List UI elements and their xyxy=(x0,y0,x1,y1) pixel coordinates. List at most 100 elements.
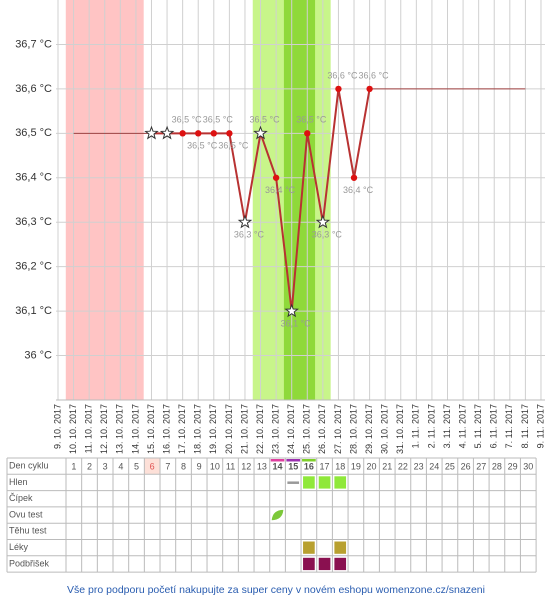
x-tick-label: 31. 10. 2017 xyxy=(395,404,405,454)
value-label: 36,5 °C xyxy=(218,141,249,151)
band xyxy=(283,0,316,400)
cell-mark xyxy=(334,541,347,554)
star-marker xyxy=(253,125,268,140)
dot-marker xyxy=(366,85,373,93)
x-tick-label: 28. 10. 2017 xyxy=(348,404,358,454)
x-tick-label: 12. 10. 2017 xyxy=(99,404,109,454)
dot-marker xyxy=(179,130,186,137)
cell-mark xyxy=(334,557,347,571)
row-label: Čípek xyxy=(9,493,33,503)
row-label: Těhu test xyxy=(9,526,47,536)
y-tick-label: 36,2 °C xyxy=(15,261,52,273)
x-tick-label: 6. 11. 2017 xyxy=(489,404,499,448)
dot-marker xyxy=(335,85,342,93)
star-marker xyxy=(284,303,299,318)
row-label: Léky xyxy=(9,542,29,552)
dot-marker xyxy=(195,130,202,137)
x-tick-label: 25. 10. 2017 xyxy=(302,404,312,454)
day-number: 17 xyxy=(320,462,330,472)
dot-marker xyxy=(210,130,217,137)
day-number: 14 xyxy=(273,462,283,472)
day-number: 24 xyxy=(429,462,439,472)
value-label: 36,6 °C xyxy=(359,70,390,80)
day-highlight xyxy=(144,458,161,475)
y-tick-label: 36,5 °C xyxy=(15,127,52,139)
x-tick-label: 27. 10. 2017 xyxy=(333,404,343,454)
row-label: Hlen xyxy=(9,477,28,487)
day-number: 21 xyxy=(382,462,392,472)
x-tick-label: 17. 10. 2017 xyxy=(177,404,187,454)
x-tick-label: 23. 10. 2017 xyxy=(270,404,280,454)
day-number: 30 xyxy=(523,462,533,472)
x-tick-label: 8. 11. 2017 xyxy=(520,404,530,448)
x-tick-label: 16. 10. 2017 xyxy=(161,404,171,454)
day-number: 1 xyxy=(71,462,76,472)
value-label: 36,3 °C xyxy=(234,230,265,240)
y-tick-label: 36,4 °C xyxy=(15,172,52,184)
value-label: 36,4 °C xyxy=(265,185,296,195)
day-number: 26 xyxy=(461,462,471,472)
x-tick-label: 22. 10. 2017 xyxy=(255,404,265,454)
day-bar xyxy=(286,459,301,462)
cell-mark xyxy=(303,541,315,554)
value-label: 36,4 °C xyxy=(343,185,374,195)
x-tick-label: 3. 11. 2017 xyxy=(442,404,452,448)
day-number: 11 xyxy=(226,462,235,472)
day-number: 2 xyxy=(87,462,92,472)
x-tick-label: 9. 10. 2017 xyxy=(52,404,62,449)
x-tick-label: 1. 11. 2017 xyxy=(411,404,421,448)
x-tick-label: 20. 10. 2017 xyxy=(224,404,234,454)
cell-leaf xyxy=(271,509,284,521)
x-tick-label: 30. 10. 2017 xyxy=(380,404,390,454)
cell-mark xyxy=(318,557,331,571)
x-tick-label: 11. 10. 2017 xyxy=(84,404,94,453)
footer-link[interactable]: Vše pro podporu početí nakupujte za supe… xyxy=(67,584,485,596)
y-tick-label: 36 °C xyxy=(24,349,52,361)
cell-mark xyxy=(303,476,315,489)
day-number: 5 xyxy=(134,462,139,472)
x-tick-label: 9. 11. 2017 xyxy=(535,404,545,448)
day-number: 9 xyxy=(197,462,202,472)
x-tick-label: 13. 10. 2017 xyxy=(115,404,125,454)
day-number: 8 xyxy=(181,462,186,472)
x-tick-label: 24. 10. 2017 xyxy=(286,404,296,454)
cell-mark xyxy=(318,476,331,489)
x-tick-label: 5. 11. 2017 xyxy=(473,404,483,448)
day-number: 22 xyxy=(398,462,408,472)
x-tick-label: 7. 11. 2017 xyxy=(504,404,514,448)
dot-marker xyxy=(272,174,280,181)
x-tick-label: 26. 10. 2017 xyxy=(317,404,327,454)
y-tick-label: 36,7 °C xyxy=(15,38,52,50)
day-number: 19 xyxy=(351,462,361,472)
value-label: 36,5 °C xyxy=(249,115,280,125)
dot-marker xyxy=(226,130,233,137)
value-label: 36,3 °C xyxy=(312,230,343,240)
cell-mark xyxy=(334,476,347,489)
x-tick-label: 4. 11. 2017 xyxy=(457,404,467,448)
day-bar xyxy=(302,459,316,462)
cell-mark xyxy=(303,557,315,571)
day-number: 10 xyxy=(210,462,220,472)
value-label: 36,6 °C xyxy=(327,70,358,80)
row-label: Podbřišek xyxy=(9,558,50,568)
x-tick-label: 21. 10. 2017 xyxy=(239,404,249,454)
day-number: 3 xyxy=(103,462,108,472)
y-tick-label: 36,6 °C xyxy=(15,83,52,95)
star-marker xyxy=(159,125,175,140)
value-label: 36,5 °C xyxy=(203,115,234,125)
y-tick-label: 36,3 °C xyxy=(15,216,52,228)
dot-marker xyxy=(304,130,311,137)
day-number: 4 xyxy=(118,462,123,472)
dot-marker xyxy=(350,174,358,181)
day-number: 27 xyxy=(476,462,486,472)
table-header: Den cyklu xyxy=(9,461,49,471)
x-tick-label: 2. 11. 2017 xyxy=(426,404,436,448)
day-number: 25 xyxy=(445,462,455,472)
star-marker xyxy=(144,125,159,140)
day-number: 13 xyxy=(257,462,267,472)
day-number: 20 xyxy=(367,462,377,472)
row-label: Ovu test xyxy=(9,509,43,519)
day-number: 23 xyxy=(414,462,424,472)
cell-dash xyxy=(287,481,300,484)
